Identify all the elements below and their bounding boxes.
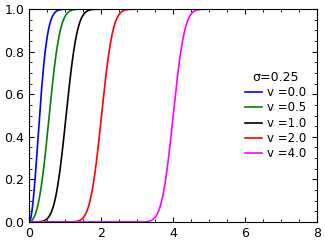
v =2.0 [309,8,313,11]
v =2.0 [137,8,141,11]
Line: v =0.0: v =0.0 [29,9,317,222]
v =1.0 [60,153,64,156]
v =4.0 [242,8,246,11]
v =4.0 [77,221,81,224]
v =0.5 [309,8,313,11]
v =1.0 [137,8,141,11]
v =2.0 [171,8,175,11]
Line: v =0.5: v =0.5 [29,9,317,222]
v =0.5 [150,8,154,11]
v =4.0 [137,221,141,224]
v =4.0 [278,8,282,11]
v =0.5 [278,8,282,11]
v =2.0 [150,8,154,11]
v =0.0 [27,221,31,224]
v =0.0 [137,8,141,11]
v =4.0 [27,221,31,224]
v =0.0 [278,8,282,11]
v =0.5 [60,23,64,26]
v =1.0 [27,221,31,224]
v =4.0 [315,8,319,11]
v =2.0 [77,219,81,222]
v =2.0 [315,8,319,11]
v =1.0 [150,8,154,11]
v =4.0 [150,219,154,222]
v =1.0 [136,8,140,11]
v =0.0 [77,8,81,11]
v =2.0 [278,8,282,11]
v =4.0 [309,8,313,11]
v =1.0 [278,8,282,11]
v =1.0 [315,8,319,11]
Line: v =2.0: v =2.0 [29,9,317,222]
v =0.5 [137,8,141,11]
v =0.5 [27,221,31,224]
v =1.0 [77,24,81,27]
v =2.0 [27,221,31,224]
v =0.5 [77,8,81,11]
Legend: v =0.0, v =0.5, v =1.0, v =2.0, v =4.0: v =0.0, v =0.5, v =1.0, v =2.0, v =4.0 [240,66,311,165]
v =0.0 [315,8,319,11]
v =4.0 [60,221,64,224]
v =0.0 [150,8,154,11]
Line: v =4.0: v =4.0 [29,9,317,222]
v =0.0 [105,8,109,11]
v =0.0 [309,8,313,11]
v =0.5 [315,8,319,11]
v =2.0 [60,221,64,224]
v =0.5 [119,8,123,11]
v =1.0 [309,8,313,11]
Line: v =1.0: v =1.0 [29,9,317,222]
v =0.0 [60,8,64,11]
